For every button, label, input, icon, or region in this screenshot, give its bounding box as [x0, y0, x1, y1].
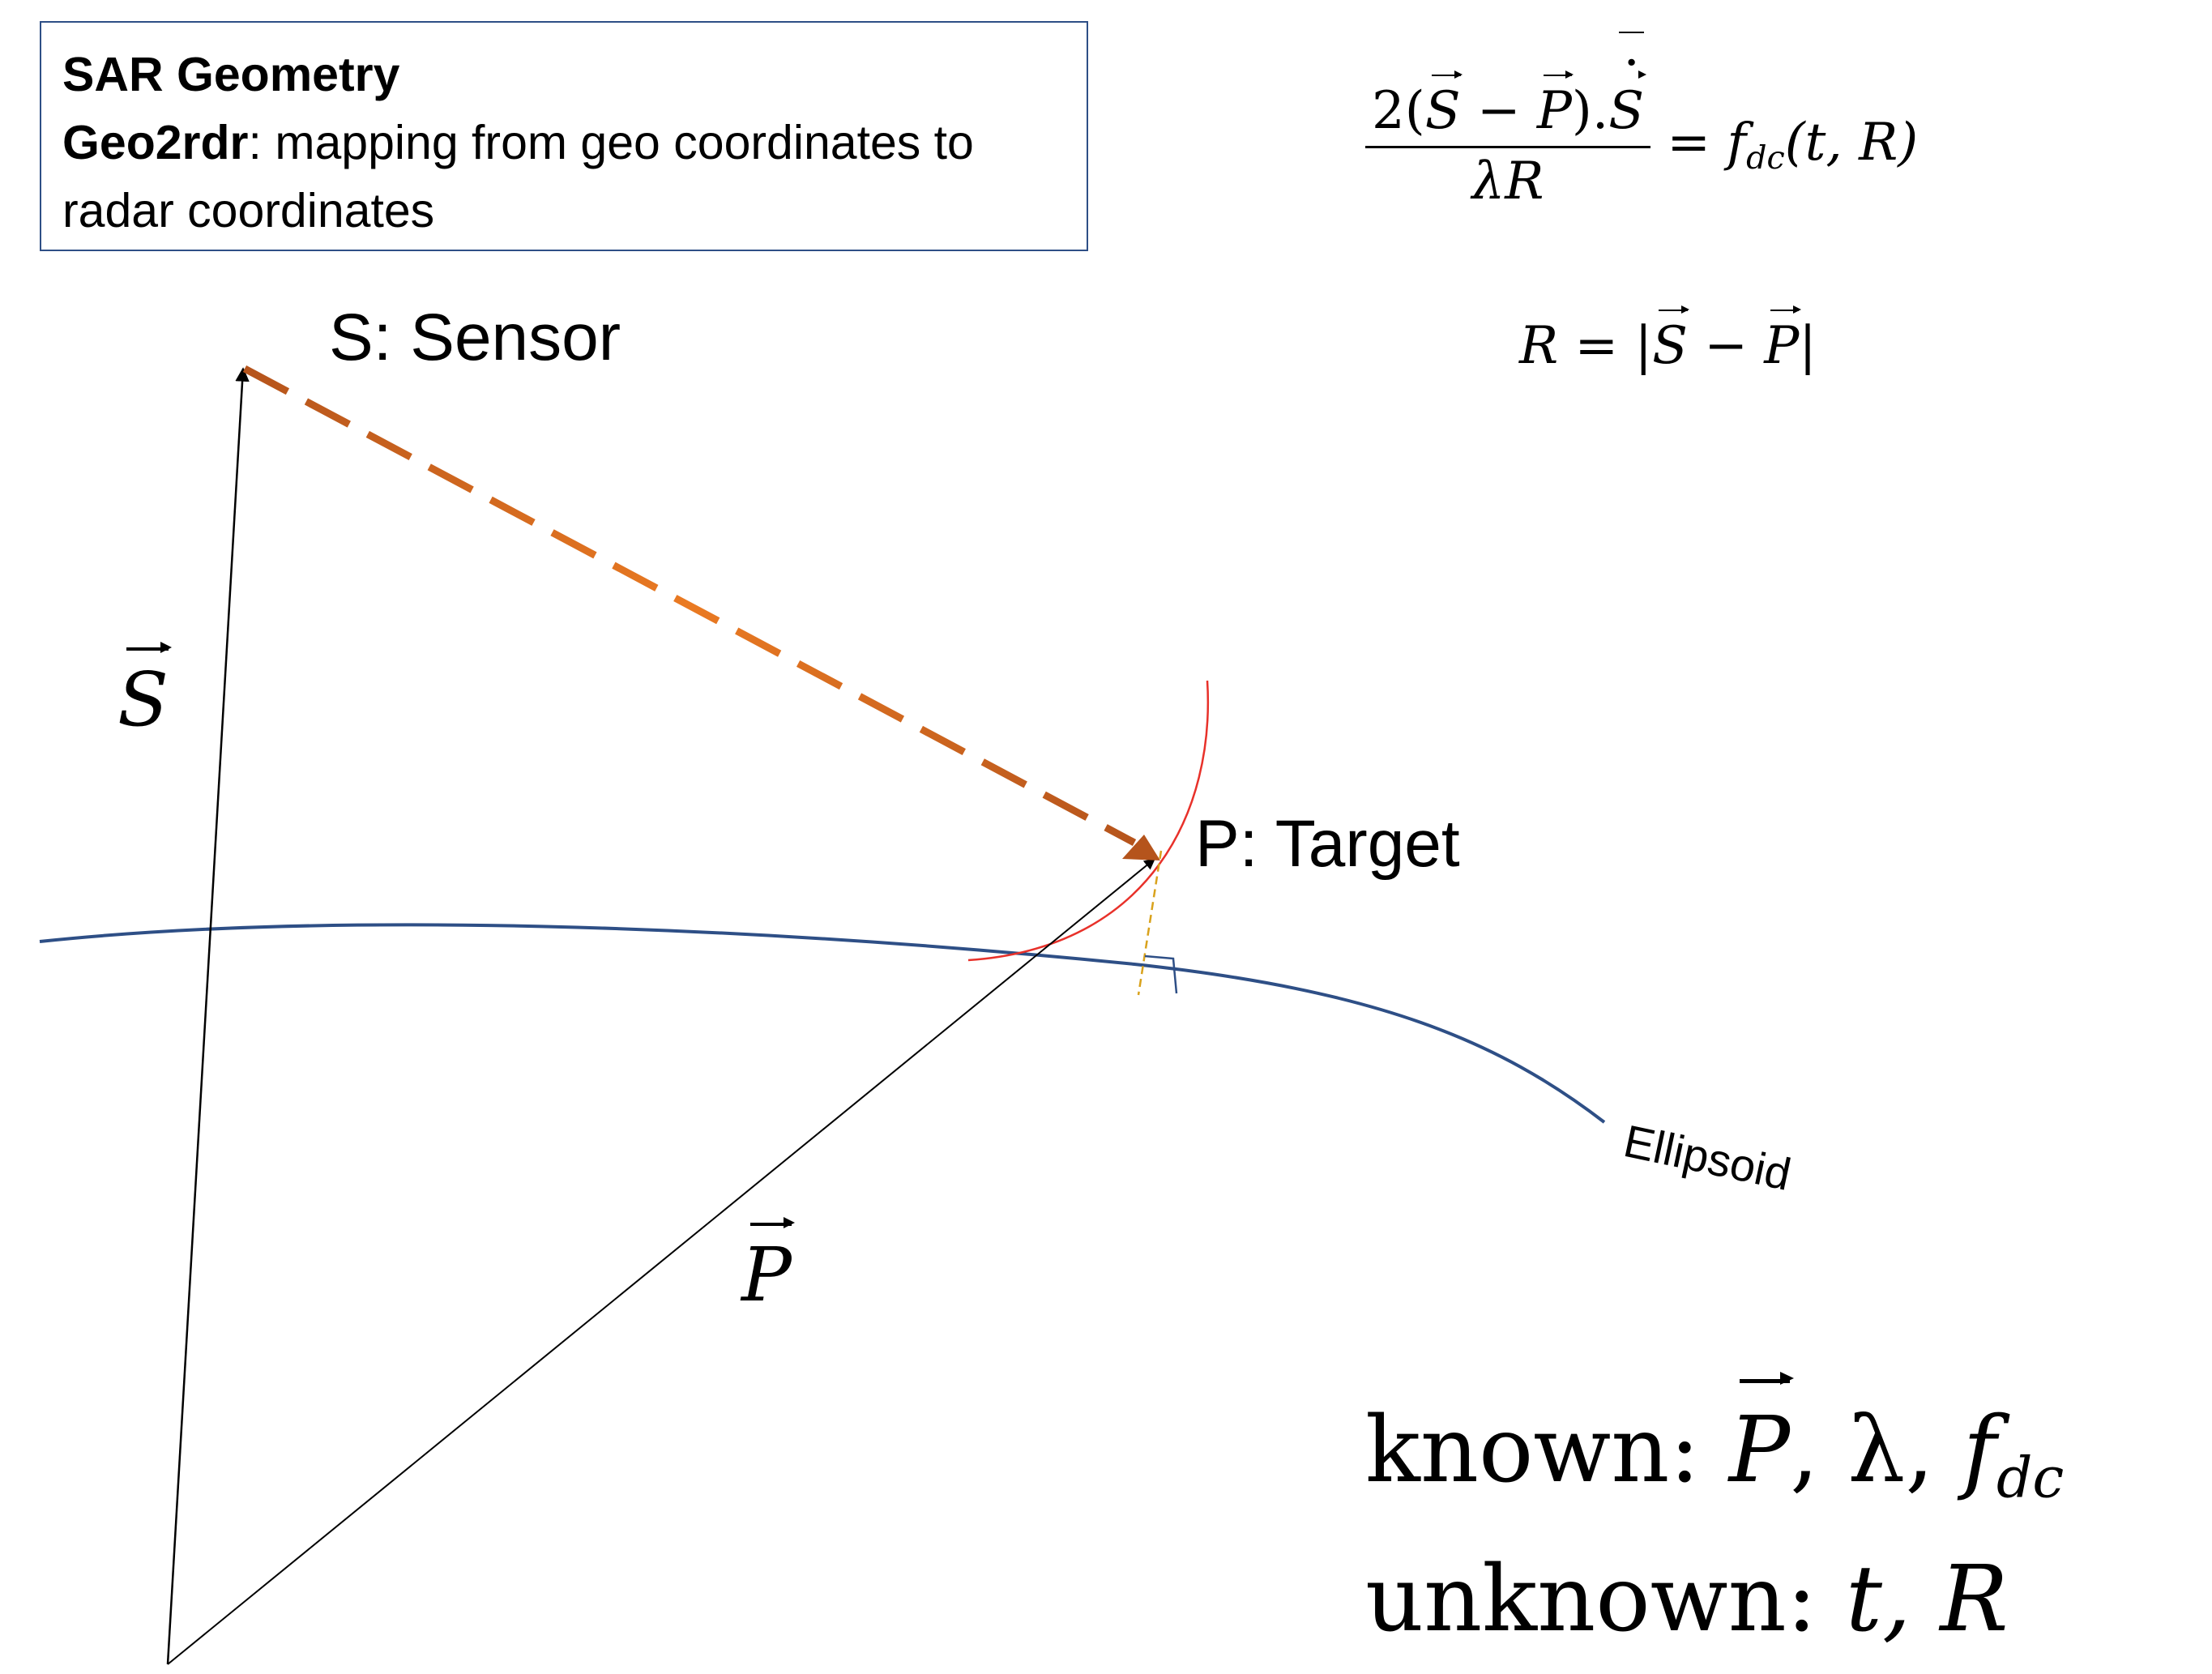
vector-s-label: S: [117, 641, 172, 743]
range-arc: [967, 680, 1210, 962]
unknown-line: unknown: t, R: [1365, 1547, 2009, 1653]
doppler-numerator: 2(S − P).S: [1365, 32, 1651, 148]
right-angle-marker: [1144, 954, 1178, 994]
doppler-denominator: λR: [1471, 152, 1544, 211]
doppler-fraction: 2(S − P).S λR: [1365, 32, 1651, 211]
info-box: SAR Geometry Geo2rdr: mapping from geo c…: [40, 21, 1088, 251]
target-label: P: Target: [1195, 807, 1460, 881]
target-position-vector: [167, 858, 1156, 1665]
vector-p-label: P: [741, 1216, 795, 1318]
sensor-label: S: Sensor: [329, 301, 621, 374]
ellipsoid-normal-line: [1137, 850, 1163, 996]
info-subtitle-bold: Geo2rdr: [62, 116, 249, 169]
info-subtitle-rest: : mapping from geo coordinates to: [248, 116, 974, 169]
slant-range-line: [242, 365, 1137, 846]
range-equation: R = |S − P|: [1519, 305, 1817, 376]
info-title: SAR Geometry: [62, 48, 400, 101]
ellipsoid-curve: [39, 923, 1606, 1124]
info-subtitle-line2: radar coordinates: [62, 184, 435, 237]
doppler-equation: 2(S − P).S λR = fdc(t, R): [1365, 32, 1918, 211]
known-unknown-block: known: P, λ, fdc unknown: t, R: [1365, 1371, 2064, 1660]
sensor-position-vector: [166, 367, 250, 1665]
slant-range-arrowhead: [1122, 835, 1160, 860]
known-line: known: P, λ, fdc: [1365, 1371, 2064, 1539]
info-subtitle: Geo2rdr: mapping from geo coordinates to: [62, 109, 1065, 177]
